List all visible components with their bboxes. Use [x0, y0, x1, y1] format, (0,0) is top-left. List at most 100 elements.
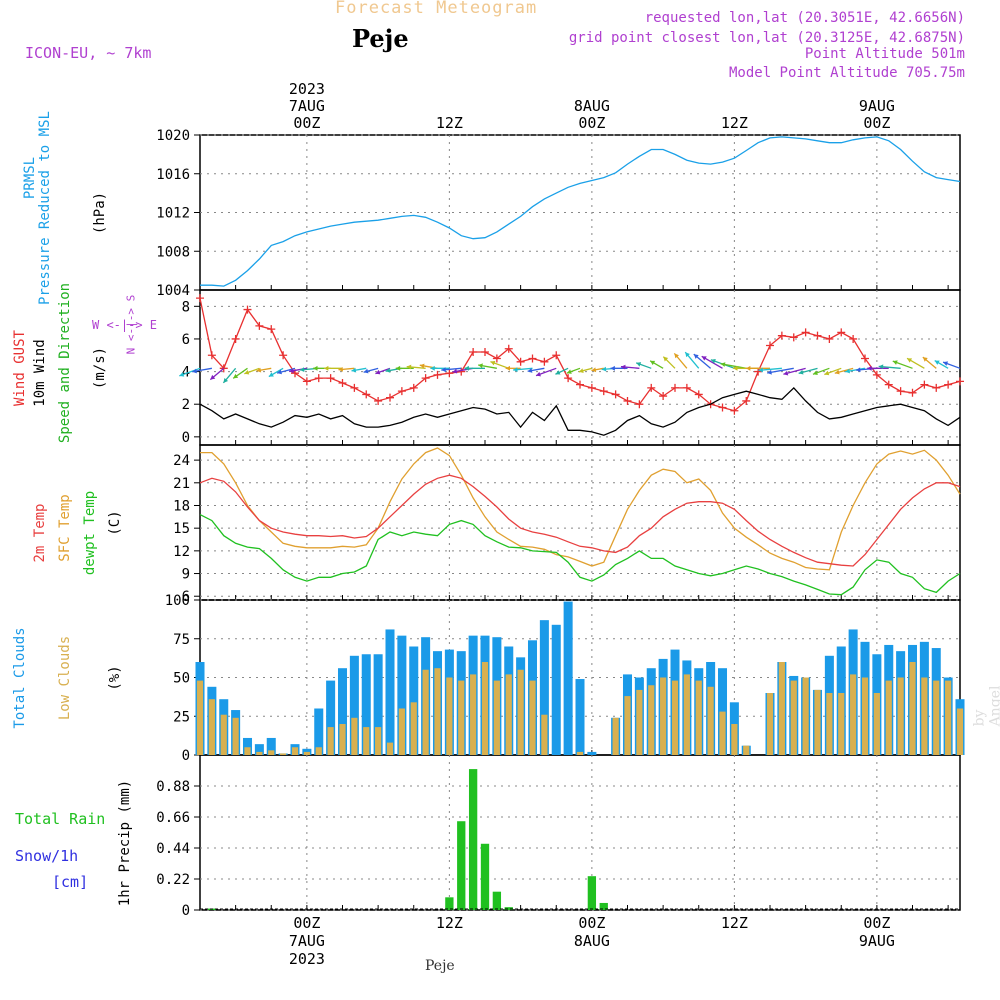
model-label: ICON-EU, ~ 7km — [25, 44, 152, 62]
wind-arrow-head — [555, 370, 561, 375]
gust-marker — [421, 374, 430, 383]
wind-arrow-head — [767, 369, 772, 375]
gust-marker — [207, 351, 216, 360]
wind-arrow-head — [210, 374, 216, 380]
gust-marker — [682, 383, 691, 392]
y-tick-label: 0.44 — [156, 841, 190, 857]
low-cloud-bar — [719, 711, 726, 755]
gust-marker — [243, 305, 252, 314]
wind-speed-line — [199, 386, 961, 436]
y-tick-label: 25 — [173, 709, 190, 725]
low-cloud-bar — [648, 685, 655, 755]
gust-marker — [611, 390, 620, 399]
wind-arrow-head — [179, 372, 185, 377]
wind-arrow-head — [934, 360, 940, 365]
gust-line — [199, 298, 961, 412]
rain-bar — [504, 907, 513, 910]
wind-arrow-head — [701, 356, 707, 361]
x-tick-label-top: 9AUG — [859, 97, 895, 115]
gust-marker — [801, 328, 810, 337]
wind-arrow-head — [256, 367, 262, 373]
y-tick-label: 4 — [182, 365, 190, 381]
rain-bar — [599, 902, 608, 910]
wind-arrow-head — [733, 365, 738, 371]
low-cloud-bar — [636, 689, 643, 755]
y-tick-label: 50 — [173, 671, 190, 687]
low-cloud-bar — [363, 727, 370, 755]
gust-marker — [872, 370, 881, 379]
y-tick-label: 75 — [173, 632, 190, 648]
x-tick-label-bottom: 12Z — [721, 914, 748, 932]
low-cloud-bar — [956, 708, 964, 755]
y-tick-label: 6 — [182, 589, 190, 605]
low-cloud-bar — [897, 677, 904, 755]
gust-marker — [492, 354, 501, 363]
wind-arrow-head — [578, 368, 584, 373]
gust-marker — [469, 348, 478, 356]
x-tick-label-bottom: 00Z — [863, 914, 890, 932]
wind-arrow-head — [867, 365, 872, 371]
gust-marker — [730, 406, 739, 415]
wind-arrow-head — [855, 367, 861, 373]
low-cloud-bar — [327, 727, 334, 755]
gust-marker — [647, 383, 656, 392]
gust-marker — [314, 374, 323, 383]
wind-arrow-head — [244, 370, 250, 375]
wind-arrow-head — [922, 357, 928, 362]
low-cloud-bar — [529, 680, 536, 755]
gust-marker — [516, 357, 525, 366]
wind-arrow-head — [527, 368, 533, 373]
total-cloud-bar — [349, 655, 359, 755]
wind-arrow-head — [710, 359, 716, 364]
gust-marker — [587, 383, 596, 392]
wind-arrow-head — [363, 368, 369, 374]
requested-coords: requested lon,lat (20.3051E, 42.6656N) — [644, 10, 965, 26]
y-tick-label: 1004 — [156, 283, 190, 299]
low-cloud-bar — [707, 686, 714, 755]
y-tick-label: 2 — [182, 397, 190, 413]
low-cloud-bar — [778, 662, 785, 755]
low-cloud-bar — [268, 750, 275, 755]
gust-marker — [920, 380, 929, 389]
gust-marker — [813, 331, 822, 340]
rain-bar — [587, 876, 597, 910]
low-cloud-bar — [505, 674, 512, 755]
wind-arrow-head — [313, 365, 318, 371]
gust-marker — [326, 374, 335, 383]
gust-marker — [267, 325, 276, 334]
gust-marker — [766, 341, 774, 350]
gust-marker — [718, 403, 727, 412]
x-tick-label-top: 00Z — [863, 114, 890, 132]
gust-marker — [742, 396, 751, 405]
gust-marker — [231, 334, 240, 343]
low-cloud-bar — [802, 677, 809, 755]
x-tick-label-top: 2023 — [289, 80, 325, 98]
wind-arrow-head — [375, 369, 381, 375]
low-cloud-bar — [470, 674, 477, 755]
wind-arrow-head — [758, 367, 764, 373]
low-cloud-bar — [873, 693, 880, 755]
total-cloud-bar — [575, 679, 585, 755]
gust-marker — [623, 396, 632, 405]
gust-marker — [504, 344, 513, 353]
x-tick-label-bottom: 7AUG — [289, 932, 325, 950]
sfc-temp-line — [200, 447, 961, 571]
x-tick-label-top: 8AUG — [574, 97, 610, 115]
low-cloud-bar — [671, 680, 679, 755]
wind-arrow-head — [620, 364, 626, 370]
total-cloud-bar — [314, 708, 324, 755]
wind-arrow-head — [674, 353, 679, 359]
wind-arrow-head — [406, 364, 412, 370]
rain-bar — [480, 843, 490, 910]
wind-arrow-head — [601, 366, 607, 372]
total-cloud-bar — [551, 624, 561, 755]
low-cloud-bar — [446, 677, 453, 755]
total-cloud-bar — [587, 751, 597, 755]
y-tick-label: 1008 — [156, 244, 190, 260]
low-cloud-bar — [790, 680, 797, 755]
low-cloud-bar — [743, 745, 750, 755]
total-cloud-bar — [373, 654, 383, 755]
low-cloud-bar — [422, 669, 429, 755]
gust-marker — [777, 331, 786, 340]
total-cloud-bar — [361, 654, 371, 755]
